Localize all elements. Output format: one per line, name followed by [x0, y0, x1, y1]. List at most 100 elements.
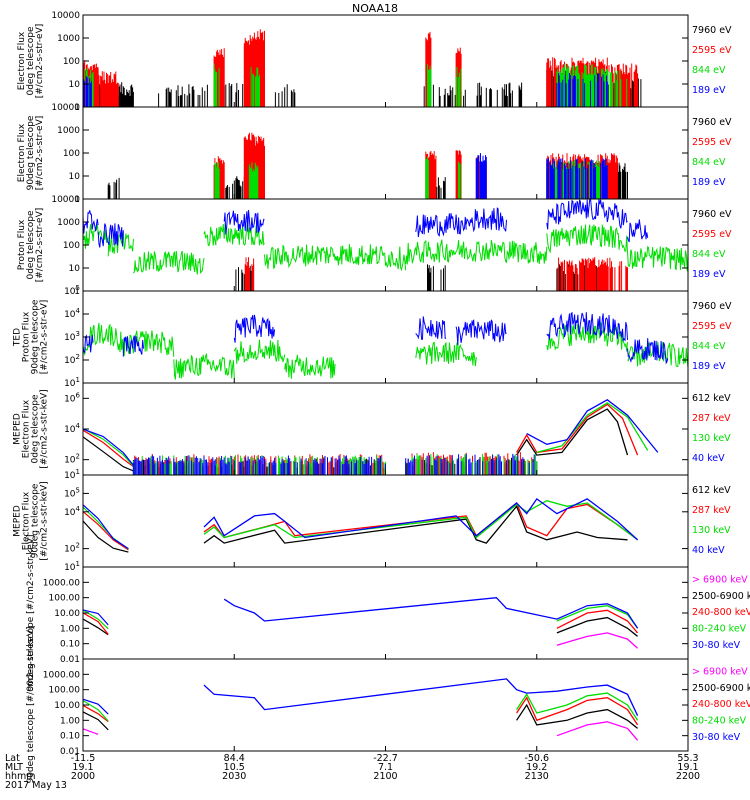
ytick-exp-meped_e0-0: 1 — [76, 468, 80, 476]
ylabel-line-ted_e90-2: [#/cm2-s-str-eV] — [35, 116, 45, 191]
series-meped_p90-3-events — [203, 678, 639, 716]
ytick-label-meped_e0-2: 104 — [64, 422, 80, 435]
ytick-label-meped_p90-4: 100.00 — [49, 686, 81, 696]
ylabel-line-meped_e0-0: MEPED — [13, 413, 23, 445]
series-meped_p0-1-events — [556, 609, 639, 634]
series-meped_e0-3-floor1 — [405, 453, 535, 475]
panel-data-meped_p0 — [83, 597, 639, 649]
ylabel-line-ted_e90-0: Electron Flux — [17, 123, 27, 182]
series-ted_p0-3-seg5 — [546, 199, 628, 230]
ytick-label-meped_p90-3: 10.00 — [54, 701, 80, 711]
ylabel-ted_e0: Electron Flux0deg telescope[#/cm2-s-str-… — [17, 24, 45, 99]
series-ted_p90-1-seg4 — [455, 319, 507, 346]
series-ted_e0-2-seg3 — [427, 64, 432, 107]
xaxis-hhmm-0: 2000 — [71, 771, 95, 782]
series-ted_p90-1-seg0 — [83, 334, 94, 354]
xaxis-row-label-1: MLT — [5, 762, 23, 773]
ytick-label-meped_e90-1: 102 — [64, 542, 80, 555]
ytick-label-meped_p90-0: 0.01 — [60, 747, 80, 757]
panel-frame-ted_p90 — [82, 290, 689, 384]
ytick-label-ted_p0-2: 100 — [63, 241, 80, 251]
series-meped_p0-3-events — [223, 597, 639, 629]
series-meped_e0-1-events — [516, 403, 639, 456]
panel-frame-meped_p90 — [82, 658, 689, 752]
chart-title: NOAA18 — [352, 2, 398, 15]
ytick-label-ted_e90-3: 1000 — [57, 126, 80, 136]
panel-data-ted_e90 — [107, 132, 628, 199]
legend-meped_p90-2: 240-800 keV — [692, 699, 750, 710]
panel-ted_e90: 1 10 100 1000 10000 Electron Flux90deg telesc… — [17, 103, 732, 205]
series-meped_p90-1-events — [516, 696, 639, 726]
xaxis-lat-1: 84.4 — [224, 753, 245, 764]
legend-meped_p0-0: > 6900 keV — [692, 574, 748, 585]
ylabel-line-meped_e0-2: 0deg telescope — [31, 394, 41, 464]
ytick-label-meped_p0-2: 1.00 — [60, 624, 80, 634]
series-meped_e90-1-start — [83, 511, 129, 551]
xaxis-hhmm-2: 2100 — [373, 771, 397, 782]
panel-frame-meped_p0 — [82, 566, 689, 660]
legend-ted_e0-1: 2595 eV — [692, 45, 732, 56]
legend-meped_e0-0: 612 keV — [692, 393, 731, 404]
series-ted_p0-2-seg1 — [107, 231, 134, 257]
xaxis-lat-2: -22.7 — [373, 753, 398, 764]
series-meped_e0-2-events — [536, 402, 649, 454]
series-ted_e90-2-seg0 — [214, 161, 220, 199]
panel-meped_e90: 101 102 104 105 MEPEDElectron Flux90deg tele… — [13, 474, 731, 573]
ylabel-line-ted_p0-2: [#/cm2-s-str-eV] — [35, 208, 45, 283]
legend-ted_p0-2: 844 eV — [692, 249, 726, 260]
series-meped_e0-2-start — [83, 428, 134, 467]
legend-ted_p90-2: 844 eV — [692, 341, 726, 352]
series-meped_p0-2-events — [556, 605, 639, 629]
legend-ted_e0-3: 189 eV — [692, 85, 726, 96]
panel-frame-meped_e90 — [82, 474, 689, 568]
ylabel-line-ted_p0-1: 0deg telescope — [26, 210, 36, 280]
series-ted_p0-3-seg1 — [97, 223, 124, 248]
panel-meped_p0: 0.01 0.10 1.00 10.00 100.00 1000.00 90deg tele… — [26, 534, 750, 691]
ytick-label-meped_e0-0: 101 — [64, 468, 80, 481]
ytick-exp-meped_e90-3: 5 — [76, 486, 80, 494]
ytick-label-meped_p0-0: 0.01 — [60, 655, 80, 665]
series-ted_e0-3-seg0 — [83, 76, 92, 107]
ytick-label-ted_e0-1: 10 — [69, 80, 81, 90]
ytick-label-ted_p90-0: 101 — [64, 376, 80, 389]
ytick-label-ted_e0-3: 1000 — [57, 34, 80, 44]
series-ted_e0-1-seg1 — [97, 71, 119, 107]
series-meped_e0-3-start — [83, 428, 134, 466]
ytick-label-ted_p0-1: 10 — [69, 264, 81, 274]
ytick-label-ted_p0-3: 1000 — [57, 218, 80, 228]
series-ted_e0-0-seg4 — [274, 84, 296, 107]
legend-meped_p90-0: > 6900 keV — [692, 666, 748, 677]
series-ted_e0-3-seg1 — [556, 73, 608, 107]
ytick-label-meped_p0-5: 1000.00 — [43, 578, 80, 588]
series-meped_e0-0-start — [83, 436, 134, 472]
ytick-exp-ted_p90-1: 2 — [76, 353, 80, 361]
series-meped_p90-4-start — [83, 728, 99, 735]
xaxis-hhmm-1: 2030 — [222, 771, 246, 782]
series-meped_e90-3-start — [83, 504, 129, 550]
xaxis-hhmm-3: 2130 — [525, 771, 549, 782]
series-ted_p90-0-seg6 — [546, 322, 628, 352]
series-ted_p0-2-seg7 — [627, 245, 688, 272]
series-ted_e90-2-seg1 — [248, 162, 259, 199]
series-ted_e0-0-seg6 — [476, 82, 523, 107]
ytick-label-ted_e90-4: 10000 — [51, 103, 80, 113]
date-label: 2017 May 13 — [5, 780, 67, 791]
panel-data-ted_p0 — [83, 199, 688, 291]
series-meped_p90-3-start — [83, 698, 109, 715]
ytick-label-meped_e0-3: 106 — [64, 391, 80, 404]
series-ted_p0-1-seg0 — [244, 257, 255, 291]
ytick-exp-meped_e90-2: 4 — [76, 505, 81, 513]
legend-ted_p0-3: 189 eV — [692, 269, 726, 280]
legend-meped_p90-4: 30-80 keV — [692, 732, 741, 743]
xaxis-lat-4: 55.3 — [677, 753, 698, 764]
xaxis-mlt-3: 19.2 — [526, 762, 547, 773]
series-meped_e90-0-events — [203, 505, 628, 544]
series-ted_p0-1-seg1 — [557, 257, 628, 291]
series-meped_p0-1-start — [83, 612, 109, 635]
series-ted_p90-0-seg7 — [627, 341, 688, 368]
series-ted_p0-3-seg2 — [223, 210, 265, 235]
series-meped_p0-0-events — [556, 616, 639, 637]
series-meped_p90-1-start — [83, 704, 109, 723]
